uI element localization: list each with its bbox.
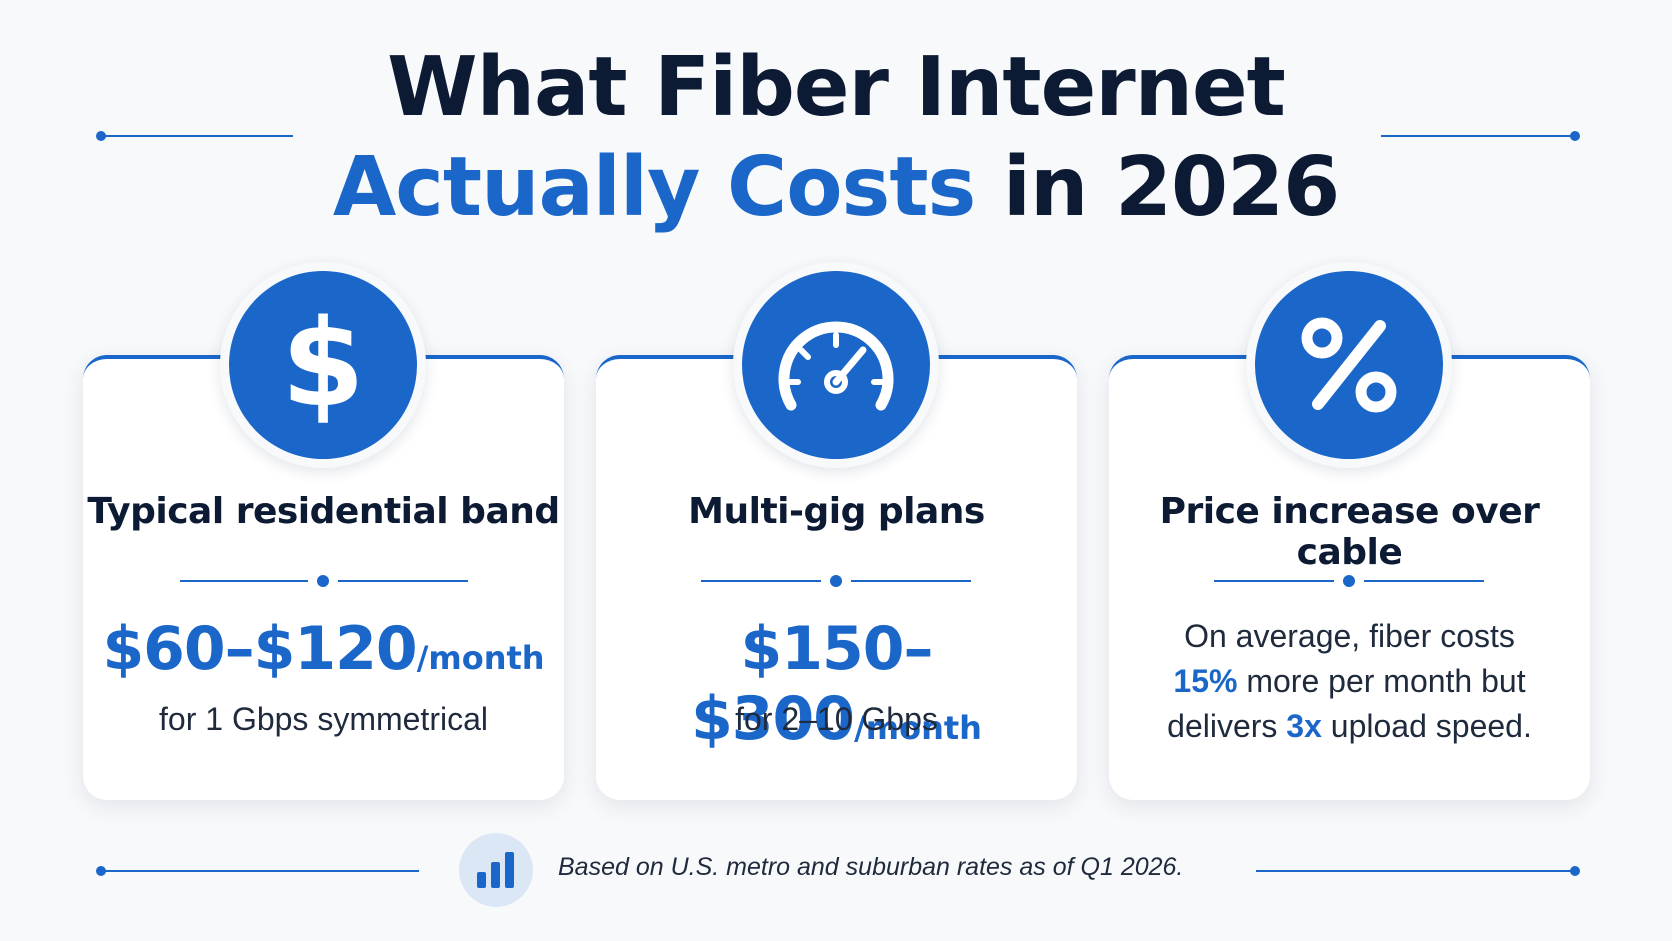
desc-text: upload speed. xyxy=(1321,708,1532,744)
footer-right-dot xyxy=(1570,866,1580,876)
title-right-rule xyxy=(1381,135,1573,137)
highlight-multiplier: 3x xyxy=(1286,708,1322,744)
card-description: On average, fiber costs 15% more per mon… xyxy=(1139,614,1560,749)
percent-icon xyxy=(1255,271,1443,459)
card-title: Multi-gig plans xyxy=(688,491,985,532)
page-title-line2: Actually Costs in 2026 xyxy=(0,138,1672,238)
card-separator xyxy=(701,575,971,587)
card-separator xyxy=(180,575,468,587)
desc-text: delivers xyxy=(1167,708,1287,744)
dollar-icon: $ xyxy=(229,271,417,459)
desc-line3: delivers 3x upload speed. xyxy=(1139,704,1560,749)
title-left-dot xyxy=(96,131,106,141)
desc-line2: 15% more per month but xyxy=(1139,659,1560,704)
footer-note: Based on U.S. metro and suburban rates a… xyxy=(558,853,1184,881)
title-left-rule xyxy=(101,135,293,137)
card-separator xyxy=(1214,575,1484,587)
card-title: Typical residential band xyxy=(87,491,560,532)
price-range: $60–$120/month xyxy=(83,614,564,684)
footer-right-rule xyxy=(1256,870,1573,872)
card-title: Price increase over cable xyxy=(1159,491,1540,573)
title-right-dot xyxy=(1570,131,1580,141)
page-title-accent: Actually Costs xyxy=(332,140,977,235)
footer-left-rule xyxy=(101,870,419,872)
bar-chart-icon xyxy=(459,833,533,907)
price-subtext: for 2–10 Gbps xyxy=(735,701,938,737)
desc-text: more per month but xyxy=(1237,663,1526,699)
footer-left-dot xyxy=(96,866,106,876)
price-subtext: for 1 Gbps symmetrical xyxy=(159,701,488,737)
price-unit: /month xyxy=(416,639,545,677)
price-value: $150–$300 xyxy=(691,614,933,754)
highlight-percent: 15% xyxy=(1173,663,1238,699)
page-title-line1: What Fiber Internet xyxy=(387,40,1286,135)
card-price-increase: Price increase over cable On average, fi… xyxy=(1109,355,1590,800)
price-range: $150–$300/month xyxy=(596,614,1077,754)
price-unit: /month xyxy=(854,709,982,747)
desc-line1: On average, fiber costs xyxy=(1184,618,1515,654)
speedometer-icon xyxy=(742,271,930,459)
page-title-rest: in 2026 xyxy=(975,140,1340,235)
price-value: $60–$120 xyxy=(102,614,417,684)
